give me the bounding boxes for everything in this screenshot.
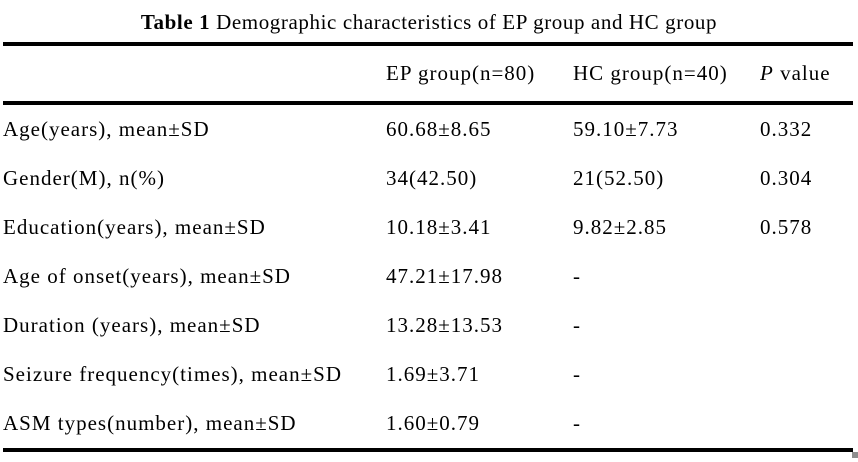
ep-value: 13.28±13.53 xyxy=(386,313,504,337)
table-row: Education(years), mean±SD 10.18±3.41 9.8… xyxy=(3,203,853,252)
row-label: ASM types(number), mean±SD xyxy=(3,411,297,435)
row-label: Duration (years), mean±SD xyxy=(3,313,261,337)
col-header-ep-group: EP group(n=80) xyxy=(386,44,573,105)
col-header-hc-group: HC group(n=40) xyxy=(573,44,760,105)
ep-value: 10.18±3.41 xyxy=(386,215,492,239)
p-value xyxy=(760,350,853,399)
row-label: Age(years), mean±SD xyxy=(3,117,210,141)
table-row: Gender(M), n(%) 34(42.50) 21(52.50) 0.30… xyxy=(3,154,853,203)
table-caption-text: Demographic characteristics of EP group … xyxy=(210,10,718,34)
hc-value: - xyxy=(573,313,581,337)
hc-value: 59.10±7.73 xyxy=(573,117,679,141)
p-value: 0.332 xyxy=(760,117,813,141)
table-row: ASM types(number), mean±SD 1.60±0.79 - xyxy=(3,399,853,450)
demographics-table: EP group(n=80) HC group(n=40) P value Ag… xyxy=(3,42,853,452)
p-value: 0.578 xyxy=(760,215,813,239)
p-value-word: value xyxy=(773,61,831,85)
table-caption-number: Table 1 xyxy=(140,10,211,34)
col-header-p-value: P value xyxy=(760,44,853,105)
row-label: Seizure frequency(times), mean±SD xyxy=(3,362,342,386)
row-label: Gender(M), n(%) xyxy=(3,166,165,190)
table-row: Age(years), mean±SD 60.68±8.65 59.10±7.7… xyxy=(3,103,853,154)
table-row: Seizure frequency(times), mean±SD 1.69±3… xyxy=(3,350,853,399)
hc-value: - xyxy=(573,411,581,435)
ep-value: 60.68±8.65 xyxy=(386,117,492,141)
p-value xyxy=(760,301,853,350)
hc-value: 9.82±2.85 xyxy=(573,215,668,239)
ep-value: 1.69±3.71 xyxy=(386,362,481,386)
p-value xyxy=(760,399,853,450)
col-header-stub xyxy=(3,44,386,105)
row-label: Education(years), mean±SD xyxy=(3,215,266,239)
table-row: Duration (years), mean±SD 13.28±13.53 - xyxy=(3,301,853,350)
p-value xyxy=(760,252,853,301)
row-label: Age of onset(years), mean±SD xyxy=(3,264,291,288)
ep-value: 1.60±0.79 xyxy=(386,411,481,435)
header-row: EP group(n=80) HC group(n=40) P value xyxy=(3,44,853,105)
table-caption: Table 1 Demographic characteristics of E… xyxy=(0,10,858,35)
hc-value: 21(52.50) xyxy=(573,166,665,190)
table-resize-handle[interactable] xyxy=(852,452,858,458)
hc-value: - xyxy=(573,264,581,288)
table-row: Age of onset(years), mean±SD 47.21±17.98… xyxy=(3,252,853,301)
hc-value: - xyxy=(573,362,581,386)
ep-value: 47.21±17.98 xyxy=(386,264,504,288)
ep-value: 34(42.50) xyxy=(386,166,478,190)
p-value-symbol: P xyxy=(760,61,774,85)
p-value: 0.304 xyxy=(760,166,813,190)
